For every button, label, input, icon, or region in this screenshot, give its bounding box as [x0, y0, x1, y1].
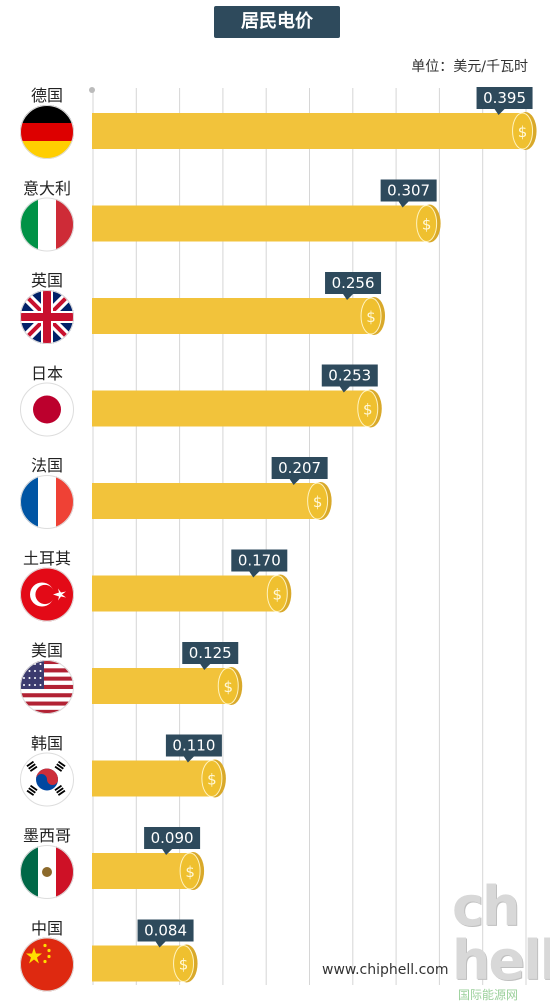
mexico-flag-icon [20, 845, 74, 899]
value-label: 0.253 [321, 364, 378, 393]
value-label: 0.207 [271, 457, 328, 485]
svg-text:$: $ [366, 308, 376, 326]
coin-icon: $ [173, 944, 198, 983]
korea-flag-icon [20, 752, 74, 807]
svg-text:0.395: 0.395 [483, 89, 526, 107]
coin-icon: $ [416, 204, 441, 243]
country-label: 法国 [30, 456, 63, 475]
svg-text:$: $ [273, 586, 283, 604]
svg-text:$: $ [223, 678, 233, 696]
coin-icon: $ [307, 482, 332, 520]
country-label: 英国 [30, 271, 63, 290]
bar [92, 113, 523, 149]
bar [92, 668, 229, 704]
value-label: 0.125 [182, 642, 239, 670]
svg-text:0.125: 0.125 [189, 644, 232, 662]
chart-title: 居民电价 [214, 6, 340, 38]
bar [92, 853, 191, 889]
china-flag-icon [20, 937, 74, 992]
france-flag-icon [20, 475, 74, 529]
svg-text:$: $ [185, 863, 195, 881]
country-label: 日本 [30, 363, 63, 383]
svg-text:0.207: 0.207 [278, 459, 321, 477]
country-label: 意大利 [22, 178, 71, 198]
value-label: 0.170 [231, 549, 288, 578]
bar [92, 945, 184, 982]
coin-icon: $ [512, 112, 537, 150]
country-label: 土耳其 [22, 548, 71, 568]
bar [92, 205, 427, 242]
svg-text:$: $ [363, 401, 373, 419]
country-label: 韩国 [30, 733, 63, 753]
country-label: 墨西哥 [22, 826, 71, 845]
value-label: 0.090 [144, 827, 201, 855]
value-label: 0.084 [137, 919, 194, 948]
country-label: 美国 [30, 641, 63, 660]
value-label: 0.256 [325, 272, 382, 300]
bar [92, 760, 212, 797]
value-label: 0.110 [165, 734, 222, 763]
coin-icon: $ [266, 574, 292, 613]
svg-text:0.090: 0.090 [151, 829, 194, 847]
turkey-flag-icon [20, 567, 74, 622]
svg-text:0.256: 0.256 [332, 274, 375, 292]
value-label: 0.395 [476, 87, 533, 115]
svg-text:$: $ [179, 956, 189, 974]
coin-icon: $ [217, 667, 243, 705]
value-label: 0.307 [380, 179, 437, 208]
svg-text:$: $ [422, 216, 432, 234]
axis-origin-dot [89, 87, 95, 93]
svg-text:0.170: 0.170 [238, 552, 281, 570]
watermark-logo: ch hell [452, 875, 550, 992]
bar [92, 298, 372, 334]
svg-text:$: $ [207, 771, 217, 789]
watermark-url: www.chiphell.com [322, 962, 449, 978]
svg-text:$: $ [313, 493, 323, 511]
usa-flag-icon [20, 660, 74, 714]
country-label: 中国 [30, 918, 63, 938]
svg-text:0.084: 0.084 [144, 922, 187, 940]
svg-text:$: $ [518, 123, 528, 141]
coin-icon: $ [179, 852, 205, 890]
coin-icon: $ [357, 389, 382, 428]
coin-icon: $ [201, 759, 226, 798]
japan-flag-icon [20, 382, 74, 437]
bar [92, 390, 368, 427]
svg-text:0.307: 0.307 [387, 182, 430, 200]
bar [92, 483, 318, 519]
unit-label: 单位：美元/千瓦时 [411, 59, 528, 75]
coin-icon: $ [360, 297, 386, 335]
bar [92, 575, 278, 612]
germany-flag-icon [20, 105, 74, 159]
uk-flag-icon [20, 290, 74, 344]
country-label: 德国 [30, 86, 63, 105]
svg-text:0.110: 0.110 [172, 737, 215, 755]
italy-flag-icon [20, 197, 74, 252]
watermark-sub: 国际能源网 [458, 988, 519, 1002]
svg-text:0.253: 0.253 [328, 367, 371, 385]
